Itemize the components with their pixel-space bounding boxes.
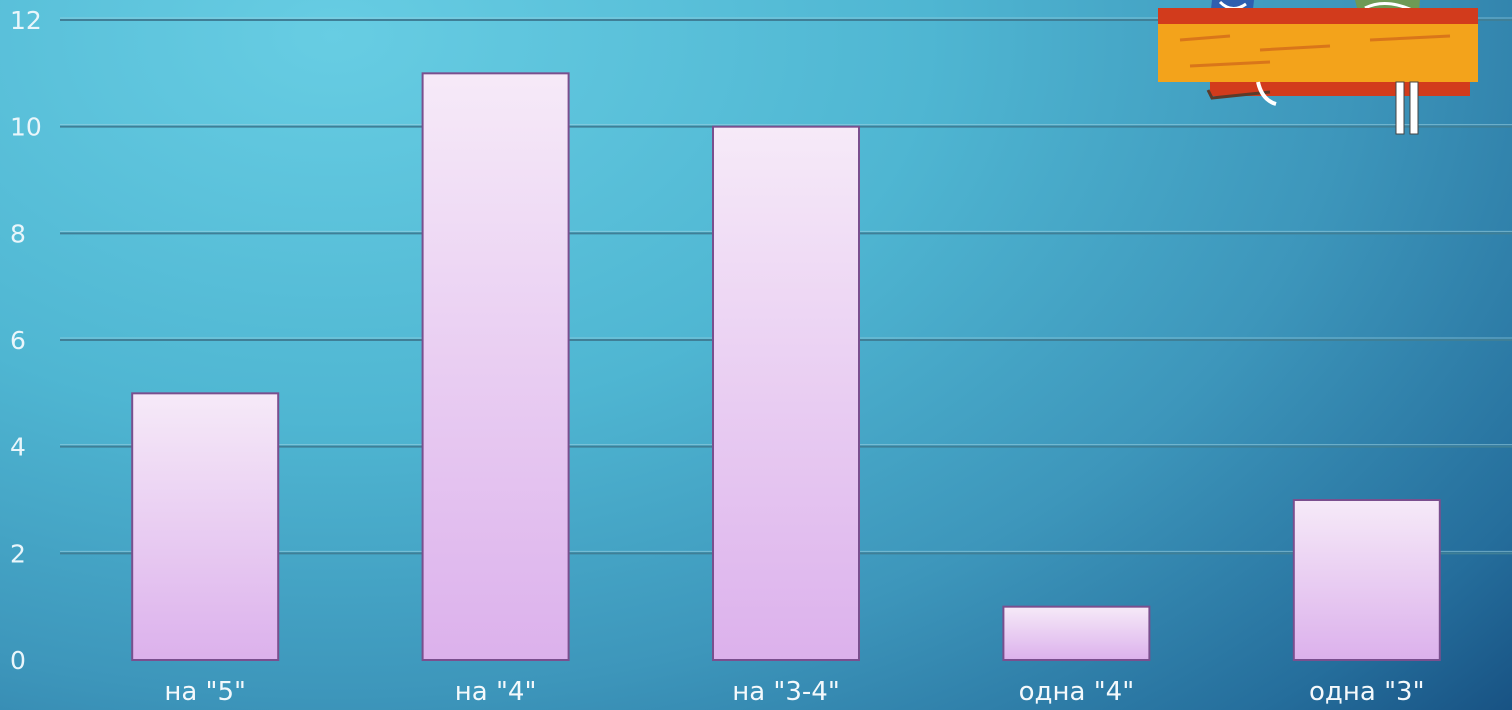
y-tick-label: 12	[10, 6, 42, 35]
school-desk-illustration-icon	[1158, 0, 1478, 135]
bar	[421, 72, 570, 662]
y-tick-label: 2	[10, 539, 26, 568]
y-tick-label: 6	[10, 326, 26, 355]
y-axis-ticks: 0 2 4 6 8 10 12	[10, 6, 42, 675]
x-category-label: одна "3"	[1309, 677, 1425, 707]
x-category-label: на "3-4"	[732, 677, 840, 707]
x-category-label: одна "4"	[1019, 677, 1135, 707]
y-tick-label: 8	[10, 219, 26, 248]
y-tick-label: 0	[10, 646, 26, 675]
x-category-label: на "4"	[455, 677, 537, 707]
x-axis-categories: на "5" на "4" на "3-4" одна "4" одна "3"	[164, 677, 1424, 707]
x-category-label: на "5"	[164, 677, 246, 707]
bar	[1002, 605, 1151, 662]
bar	[1292, 499, 1441, 661]
y-tick-label: 10	[10, 113, 42, 142]
y-tick-label: 4	[10, 433, 26, 462]
bars	[131, 72, 1441, 662]
bar	[712, 125, 860, 661]
bar	[131, 392, 280, 661]
